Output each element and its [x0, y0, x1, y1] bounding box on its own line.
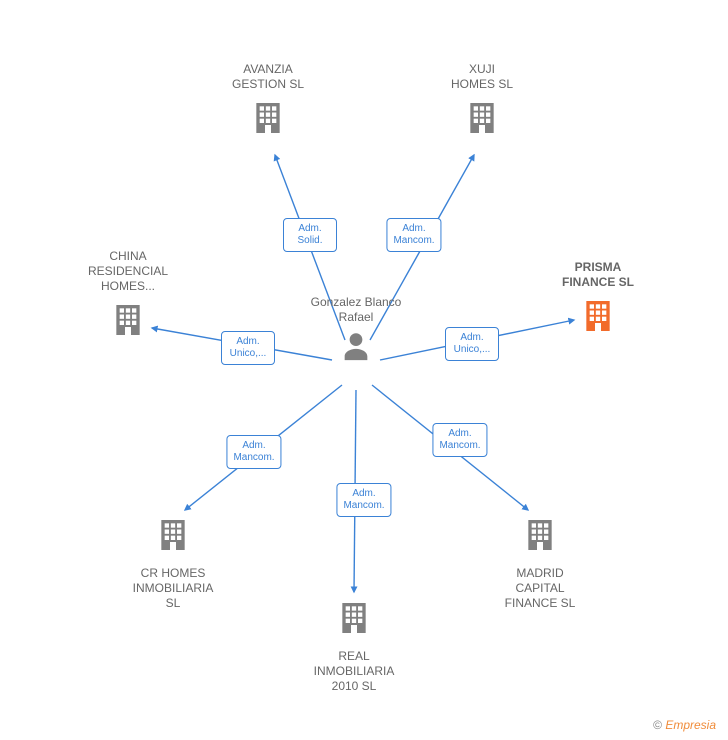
copyright-brand: Empresia — [665, 718, 716, 732]
building-icon — [108, 300, 148, 345]
center-label: Gonzalez Blanco Rafael — [296, 295, 416, 325]
company-label: PRISMA FINANCE SL — [538, 260, 658, 290]
edge-badge-crhomes: Adm. Mancom. — [226, 435, 281, 469]
company-label: CR HOMES INMOBILIARIA SL — [113, 566, 233, 611]
diagram-canvas: Gonzalez Blanco Rafael AVANZIA GESTION S… — [0, 0, 728, 740]
building-icon — [462, 98, 502, 143]
company-node-crhomes: CR HOMES INMOBILIARIA SL — [113, 515, 233, 611]
edge-badge-madrid: Adm. Mancom. — [432, 423, 487, 457]
edge-badge-prisma: Adm. Unico,... — [445, 327, 499, 361]
company-label: REAL INMOBILIARIA 2010 SL — [294, 649, 414, 694]
company-node-real2010: REAL INMOBILIARIA 2010 SL — [294, 598, 414, 694]
copyright-symbol: © — [653, 718, 662, 732]
edge-badge-china: Adm. Unico,... — [221, 331, 275, 365]
person-icon — [339, 329, 373, 368]
building-icon — [578, 296, 618, 341]
company-label: AVANZIA GESTION SL — [208, 62, 328, 92]
copyright: © Empresia — [653, 718, 716, 732]
company-node-xuji: XUJI HOMES SL — [422, 62, 542, 143]
building-icon — [248, 98, 288, 143]
building-icon — [334, 598, 374, 643]
edge-badge-xuji: Adm. Mancom. — [386, 218, 441, 252]
company-node-madrid: MADRID CAPITAL FINANCE SL — [480, 515, 600, 611]
center-person-node: Gonzalez Blanco Rafael — [296, 295, 416, 368]
edge-badge-real2010: Adm. Mancom. — [336, 483, 391, 517]
company-node-china: CHINA RESIDENCIAL HOMES... — [68, 249, 188, 345]
company-node-avanzia: AVANZIA GESTION SL — [208, 62, 328, 143]
company-node-prisma: PRISMA FINANCE SL — [538, 260, 658, 341]
company-label: CHINA RESIDENCIAL HOMES... — [68, 249, 188, 294]
company-label: XUJI HOMES SL — [422, 62, 542, 92]
building-icon — [153, 515, 193, 560]
building-icon — [520, 515, 560, 560]
edge-badge-avanzia: Adm. Solid. — [283, 218, 337, 252]
company-label: MADRID CAPITAL FINANCE SL — [480, 566, 600, 611]
